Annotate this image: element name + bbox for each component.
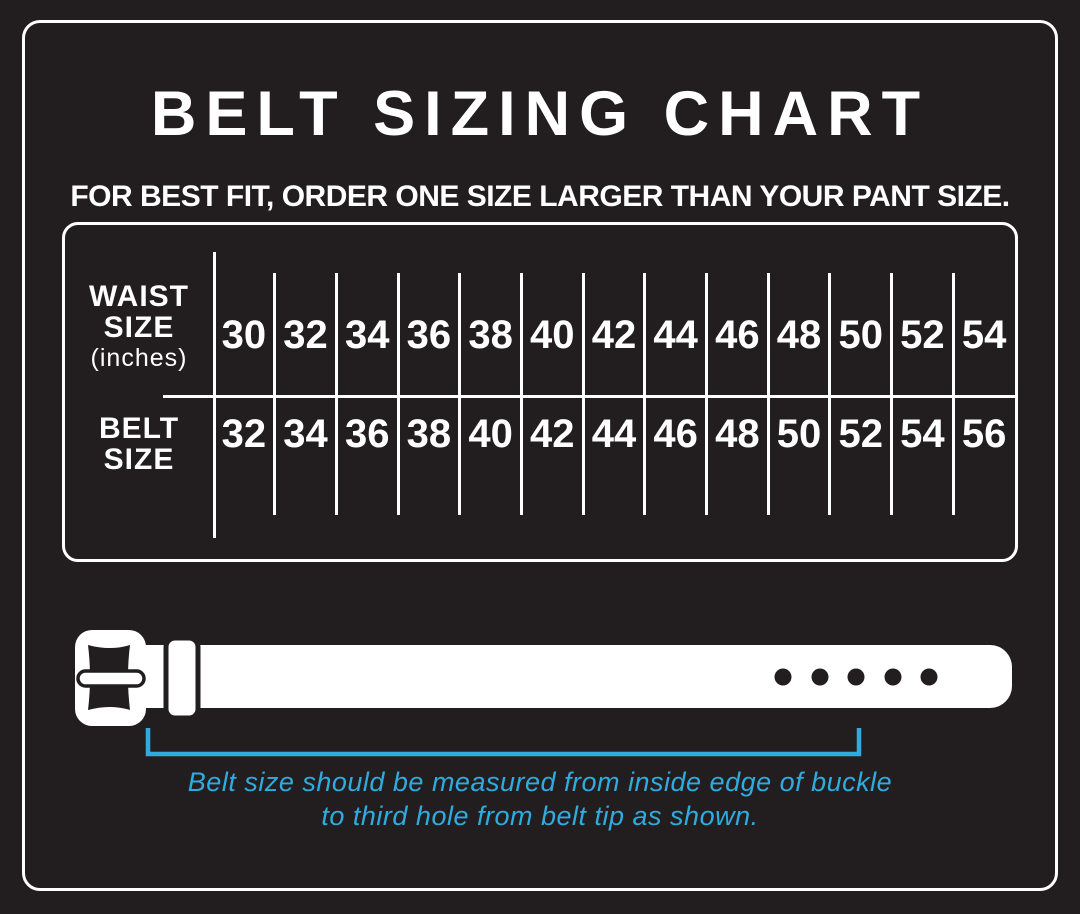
buckle-prong-icon <box>76 669 146 688</box>
waist-size-cell: 38 <box>458 225 522 515</box>
belt-size-row-header: BELT SIZE <box>65 413 213 475</box>
belt-strap <box>145 645 1012 708</box>
caption-line1: Belt size should be measured from inside… <box>187 767 893 797</box>
waist-size-cell: 40 <box>519 225 583 515</box>
belt-hole-2 <box>811 668 829 686</box>
page-title: BELT SIZING CHART <box>150 79 930 149</box>
belt-size-cell: 56 <box>961 412 1007 456</box>
belt-hole-4 <box>884 668 902 686</box>
belt-hole-3 <box>847 668 865 686</box>
waist-size-cell: 52 <box>890 225 954 515</box>
waist-label-line2: SIZE <box>103 311 175 344</box>
row-separator-line <box>163 395 1015 398</box>
fit-advice-subtitle: FOR BEST FIT, ORDER ONE SIZE LARGER THAN… <box>70 180 1010 213</box>
measurement-caption: Belt size should be measured from inside… <box>0 765 1080 833</box>
waist-size-cell: 34 <box>334 225 398 515</box>
belt-size-cell: 32 <box>221 412 267 456</box>
sizing-table: WAIST SIZE (inches) BELT SIZE 30 32 34 3… <box>62 222 1018 562</box>
outer-frame-border <box>22 20 1058 891</box>
belt-size-cell: 50 <box>776 412 822 456</box>
belt-label-line1: BELT <box>98 412 180 445</box>
belt-hole-1 <box>774 668 792 686</box>
belt-size-cell: 38 <box>406 412 452 456</box>
belt-size-cell: 44 <box>591 412 637 456</box>
waist-size-cell: 30 <box>221 313 267 357</box>
waist-size-cell: 48 <box>766 225 830 515</box>
waist-size-cell: 46 <box>705 225 769 515</box>
waist-size-cell: 42 <box>581 225 645 515</box>
caption-line2: to third hole from belt tip as shown. <box>321 801 759 831</box>
waist-size-cell: 54 <box>951 225 1015 515</box>
waist-size-cell: 32 <box>273 225 337 515</box>
waist-size-cell: 44 <box>643 225 707 515</box>
waist-label-line1: WAIST <box>89 280 189 313</box>
belt-label-line2: SIZE <box>103 443 175 476</box>
waist-size-row: 30 32 34 36 38 40 42 44 46 48 50 52 54 <box>213 225 1015 515</box>
waist-size-cell: 50 <box>828 225 892 515</box>
belt-size-cell: 48 <box>715 412 760 456</box>
waist-label-units: (inches) <box>90 344 188 372</box>
belt-illustration <box>75 630 1012 757</box>
measurement-bracket <box>145 728 862 757</box>
belt-size-cell: 40 <box>468 412 513 456</box>
belt-size-cell: 36 <box>344 412 390 456</box>
belt-size-cell: 34 <box>283 412 328 456</box>
belt-size-cell: 46 <box>653 412 698 456</box>
belt-size-cell: 52 <box>838 412 883 456</box>
waist-size-row-header: WAIST SIZE (inches) <box>65 281 213 373</box>
waist-size-cell: 36 <box>396 225 460 515</box>
belt-hole-5 <box>920 668 938 686</box>
belt-size-row: 32 34 36 38 40 42 44 46 48 50 52 54 56 <box>213 398 1015 559</box>
belt-size-cell: 54 <box>900 412 945 456</box>
belt-size-cell: 42 <box>530 412 575 456</box>
belt-keeper-loop-icon <box>163 635 201 721</box>
